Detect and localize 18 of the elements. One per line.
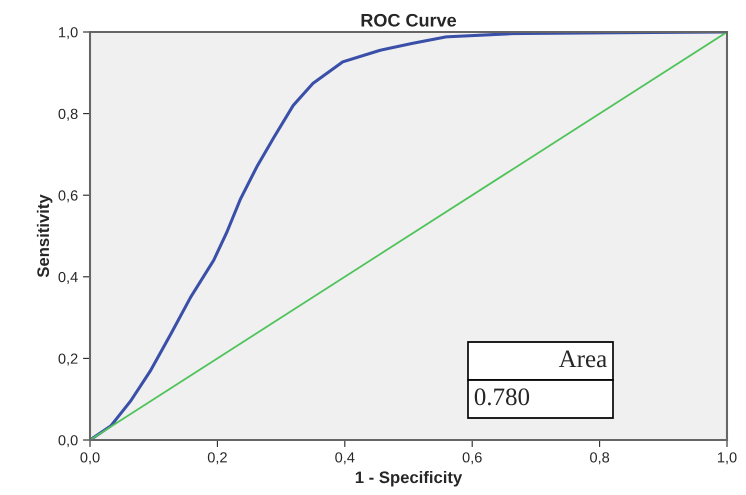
x-tick-label: 0,0 — [80, 452, 100, 464]
x-tick-label: 0,4 — [335, 452, 355, 464]
y-tick-label: 0,0 — [58, 435, 78, 448]
y-tick-label: 0,4 — [58, 272, 78, 284]
y-tick-label: 0,6 — [58, 190, 78, 202]
y-tick-label: 1,0 — [59, 27, 78, 40]
chart-title: ROC Curve — [362, 14, 456, 27]
annotation: Area — [558, 350, 607, 368]
y-tick-label: 0,2 — [58, 354, 78, 366]
x-axis-title: 1 - Specificity — [356, 470, 462, 486]
x-tick-label: 0,6 — [462, 452, 482, 464]
x-tick-label: 0,2 — [208, 452, 227, 464]
annotation: 0.780 — [474, 388, 530, 406]
x-tick-label: 1,0 — [718, 452, 737, 464]
line-series — [90, 32, 727, 440]
y-tick-label: 0,8 — [58, 108, 78, 121]
x-tick-label: 0,8 — [590, 452, 610, 464]
y-axis-title: Sensitivity — [36, 194, 52, 278]
